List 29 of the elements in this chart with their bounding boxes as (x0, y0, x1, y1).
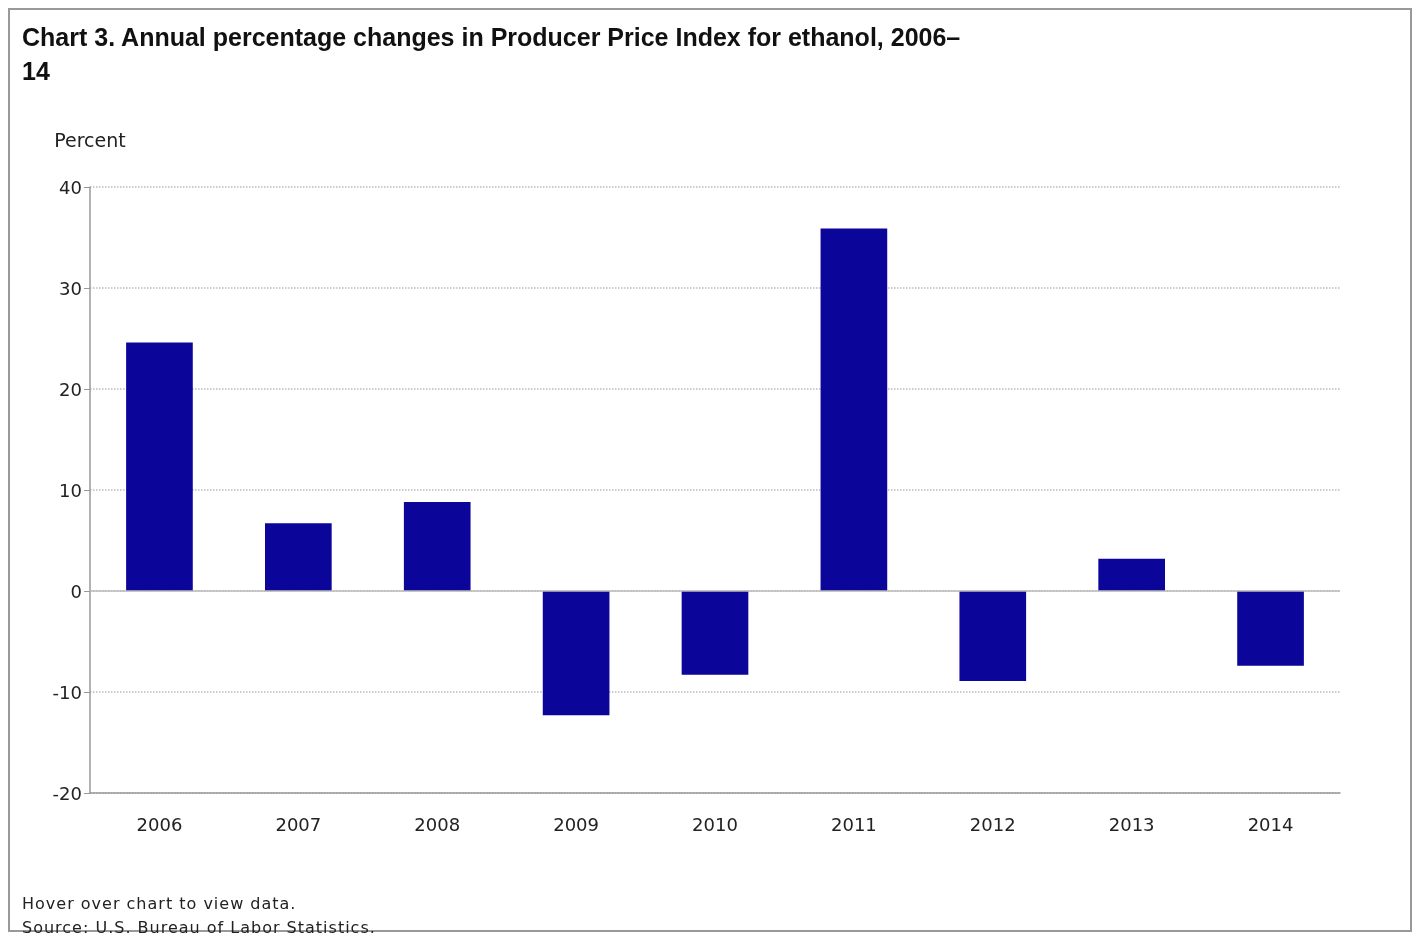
x-tick-label: 2013 (1108, 813, 1155, 835)
bar (1098, 558, 1165, 591)
x-tick-label: 2006 (136, 813, 183, 835)
x-tick-label: 2011 (830, 813, 877, 835)
x-tick-label: 2010 (692, 813, 738, 835)
x-tick-label: 2012 (969, 813, 1016, 835)
x-tick-label: 2007 (275, 813, 322, 835)
y-tick-label: 10 (59, 479, 82, 501)
bar (403, 502, 471, 591)
bar (681, 591, 749, 675)
y-tick-label: 0 (70, 580, 82, 602)
y-tick-label: -20 (52, 782, 82, 804)
bar (265, 523, 332, 591)
y-tick-label: 30 (59, 277, 82, 299)
x-tick-label: 2008 (414, 813, 461, 835)
y-axis-title: Percent (54, 128, 126, 151)
bar (959, 591, 1027, 681)
bar (1237, 591, 1304, 666)
bar (542, 591, 610, 716)
y-tick-label: 40 (59, 176, 82, 198)
chart-title: Chart 3. Annual percentage changes in Producer Price Index for ethanol, 2006–14 (22, 22, 962, 87)
y-tick-label: 20 (59, 378, 82, 400)
x-tick-label: 2009 (553, 813, 600, 835)
bar (126, 342, 193, 591)
bar (820, 228, 888, 591)
x-tick-label: 2014 (1247, 813, 1294, 835)
text: Hover over chart to view data. (22, 893, 298, 915)
y-tick-label: -10 (52, 681, 82, 703)
source-note: Source: U.S. Bureau of Labor Statistics. (22, 917, 376, 939)
